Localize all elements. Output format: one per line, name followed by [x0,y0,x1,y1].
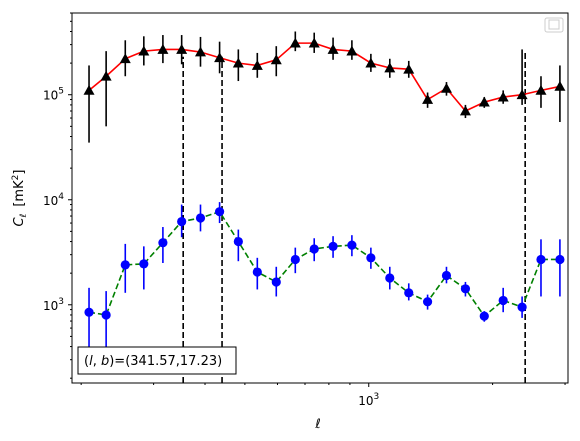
series-1-point [177,216,187,227]
x-axis-label: ℓ [314,417,320,432]
series-1-point [536,254,546,265]
series-1-point [158,238,168,248]
series-1-point [252,267,262,277]
series-1-point [139,259,149,269]
series-0-point [270,54,282,65]
coordinate-annotation: (l, b)=(341.57,17.23) [77,346,237,375]
series-0-point [327,43,339,54]
series-0-point [440,82,452,93]
series-1-line [88,210,560,318]
series-1-point [404,288,414,298]
plot-area [83,31,566,383]
series-0-point [535,84,547,95]
series-0-point [422,94,434,104]
annotation-box [77,346,237,375]
series-0-point [554,80,566,91]
series-0-point [176,43,188,54]
series-0-point [232,57,244,68]
series-0-point [157,43,169,54]
series-1-point [366,253,376,263]
series-1-point [309,244,319,254]
series-0-point [251,59,263,70]
series-0-point [365,57,377,68]
y-tick-label: 104 [43,192,64,208]
series-0-point [497,91,509,102]
series-0-point [516,89,528,100]
y-tick-label: 105 [43,87,64,103]
series-0-point [308,37,320,48]
series-0-point [83,84,95,95]
series-1-point [385,273,395,283]
series-1-point [271,277,281,287]
series-1-point [101,310,111,320]
y-tick-label: 103 [43,297,64,313]
y-axis-label: Cℓ[mK2] [11,170,29,227]
series-1-point [328,241,338,251]
series-0 [83,31,566,143]
series-1-point [460,284,471,294]
series-1-point [479,311,489,321]
series-1-point [84,307,94,317]
series-1 [84,202,565,353]
series-1-point [555,254,565,265]
series-0-point [478,96,490,107]
series-0-point [138,45,150,56]
series-1-point [214,207,225,217]
series-1-point [120,260,130,270]
series-1-point [498,295,508,306]
series-0-point [119,53,131,64]
series-1-point [441,270,452,281]
series-1-point [422,297,433,307]
series-1-point [347,240,357,250]
series-1-point [290,254,300,265]
legend [544,17,564,33]
series-1-point [195,213,206,223]
axis-ticks: 103 104 105 103 [43,12,566,408]
series-0-point [384,62,396,73]
series-0-point [289,37,301,48]
series-0-point [214,52,226,63]
annotation-text: (l, b)=(341.57,17.23) [84,354,222,369]
series-0-point [194,46,206,57]
x-tick-label: 103 [358,392,379,408]
series-0-point [346,45,358,56]
series-0-point [100,70,112,81]
series-1-point [517,302,527,312]
series-1-point [233,236,243,247]
series-0-point [459,105,471,116]
series-0-point [403,63,415,74]
axes-frame [71,12,569,384]
legend-handle [548,19,560,30]
